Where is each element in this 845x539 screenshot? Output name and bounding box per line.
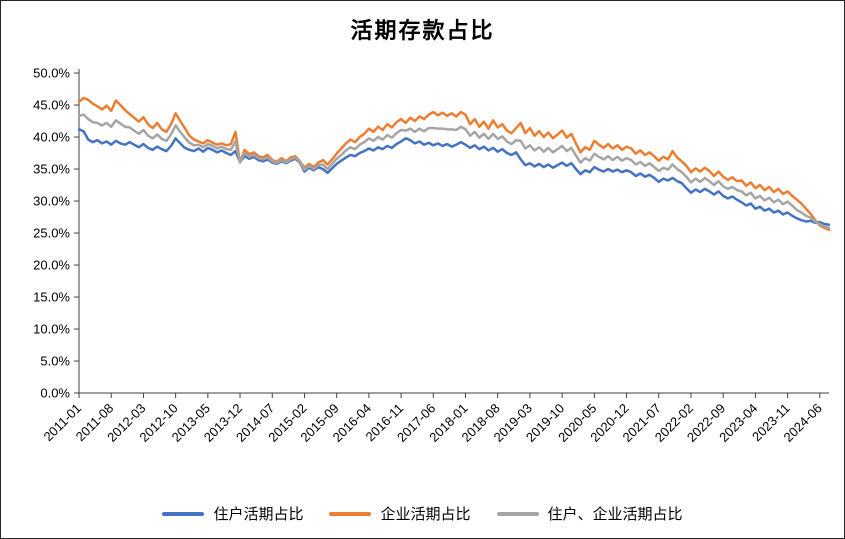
legend-item-1: 企业活期占比 bbox=[329, 503, 471, 524]
legend-line-swatch bbox=[496, 511, 539, 516]
legend-item-2: 住户、企业活期占比 bbox=[496, 503, 683, 524]
plot-svg: 0.0% 5.0% 10.0% 15.0% 20.0% 25.0% 30.0% 35.0% 40… bbox=[33, 66, 831, 445]
y-tick-label: 50.0% bbox=[33, 66, 70, 81]
legend: 住户活期占比 企业活期占比 住户、企业活期占比 bbox=[1, 503, 844, 524]
series-line-0 bbox=[77, 128, 831, 226]
y-tick-label: 0.0% bbox=[40, 386, 70, 401]
legend-label: 住户、企业活期占比 bbox=[547, 505, 683, 523]
y-tick-label: 25.0% bbox=[33, 226, 70, 241]
legend-line-swatch bbox=[162, 511, 205, 516]
y-tick-label: 10.0% bbox=[33, 322, 70, 337]
y-tick-label: 20.0% bbox=[33, 258, 70, 273]
series-line-1 bbox=[77, 96, 831, 232]
chart-title: 活期存款占比 bbox=[350, 18, 495, 44]
y-tick-label: 40.0% bbox=[33, 130, 70, 145]
y-tick-label: 45.0% bbox=[33, 98, 70, 113]
y-tick-label: 30.0% bbox=[33, 194, 70, 209]
y-tick-label: 5.0% bbox=[40, 354, 70, 369]
legend-label: 住户活期占比 bbox=[213, 505, 304, 523]
y-tick-label: 35.0% bbox=[33, 162, 70, 177]
legend-item-0: 住户活期占比 bbox=[162, 503, 303, 524]
legend-line-swatch bbox=[329, 511, 372, 516]
y-tick-label: 15.0% bbox=[33, 290, 70, 305]
legend-label: 企业活期占比 bbox=[380, 505, 471, 523]
series-line-2 bbox=[77, 113, 831, 230]
